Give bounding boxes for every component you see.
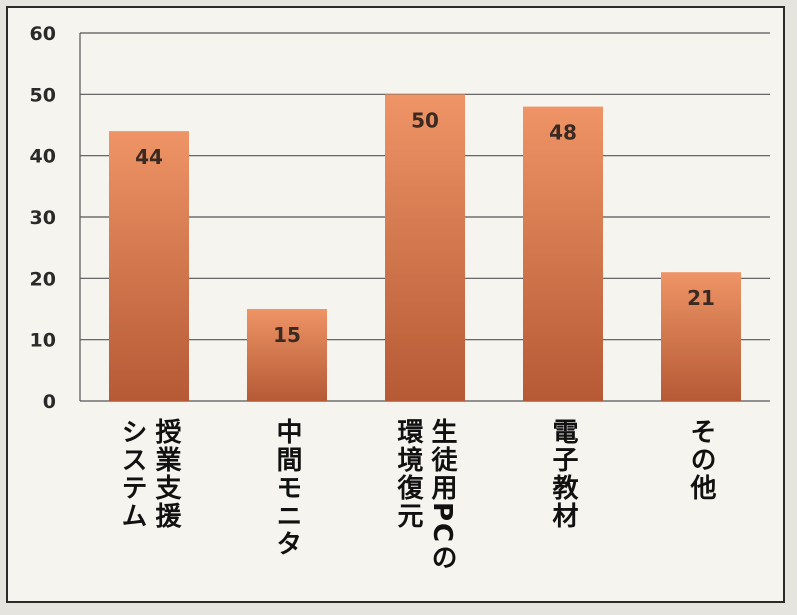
data-label: 15: [273, 323, 301, 347]
y-tick-label: 20: [30, 268, 56, 290]
bar: [661, 272, 741, 401]
category-label: 中間モニタ: [272, 418, 302, 558]
y-tick-label: 0: [43, 391, 56, 413]
y-axis-tick-labels: 0 10 20 30 40 50 60: [30, 23, 56, 413]
category-label: その他: [686, 418, 717, 502]
data-label: 50: [411, 108, 439, 132]
y-tick-label: 50: [30, 84, 56, 106]
bars: [109, 94, 741, 401]
bar: [247, 309, 327, 401]
data-label: 44: [135, 145, 163, 169]
bar: [523, 106, 603, 401]
bar: [385, 94, 465, 401]
bar: [109, 131, 189, 401]
category-label: 電子教材: [548, 418, 578, 530]
y-tick-label: 40: [30, 146, 56, 168]
category-label: 授業支援: [151, 418, 181, 530]
data-labels: 44 15 50 48 21: [135, 108, 715, 347]
category-label: システム: [117, 418, 147, 530]
category-label: 環境復元: [393, 418, 424, 530]
category-label: 生徒用PCの: [427, 418, 458, 572]
y-tick-label: 60: [30, 23, 56, 45]
y-tick-label: 10: [30, 330, 56, 352]
y-tick-label: 30: [30, 207, 56, 229]
data-label: 48: [549, 121, 577, 145]
data-label: 21: [687, 286, 715, 310]
